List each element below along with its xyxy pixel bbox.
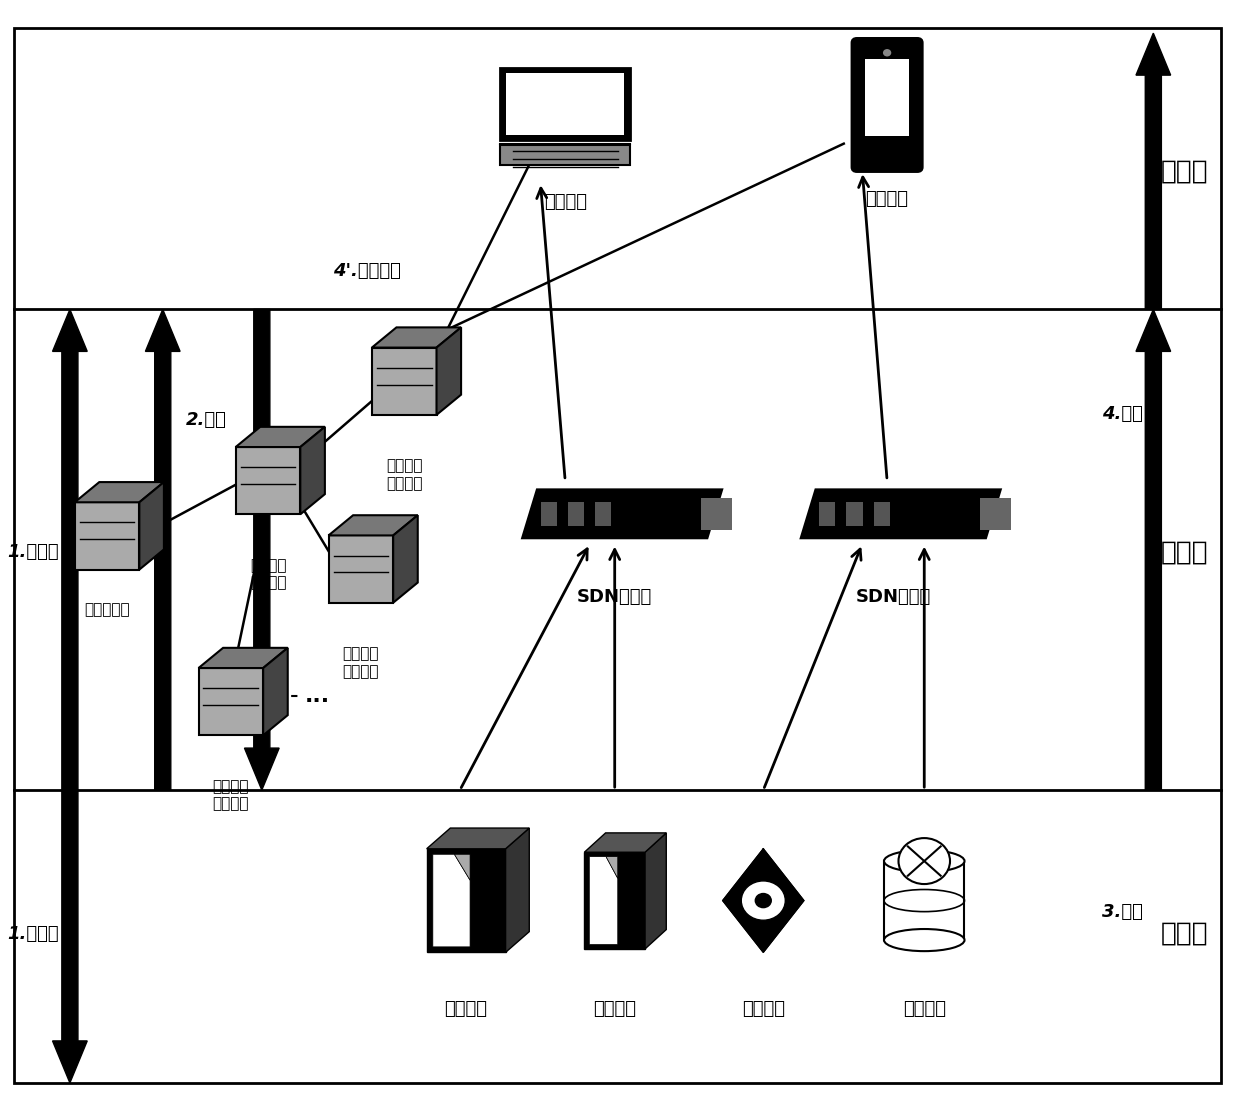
Polygon shape [427, 828, 529, 849]
FancyBboxPatch shape [500, 69, 630, 140]
Polygon shape [522, 490, 722, 538]
FancyBboxPatch shape [847, 502, 863, 526]
Polygon shape [454, 854, 470, 881]
Polygon shape [236, 448, 300, 514]
Text: 解密组件: 解密组件 [543, 193, 587, 211]
Polygon shape [236, 427, 325, 448]
FancyBboxPatch shape [595, 502, 611, 526]
FancyBboxPatch shape [866, 59, 909, 136]
FancyBboxPatch shape [884, 861, 965, 940]
Text: 二级局部
属性权威: 二级局部 属性权威 [386, 459, 423, 491]
FancyArrow shape [145, 309, 180, 790]
Text: 解密组件: 解密组件 [866, 190, 909, 208]
FancyBboxPatch shape [568, 502, 584, 526]
Polygon shape [645, 833, 666, 949]
Polygon shape [433, 854, 470, 947]
FancyArrow shape [1136, 309, 1171, 790]
Polygon shape [329, 536, 393, 602]
Polygon shape [329, 515, 418, 536]
FancyArrow shape [52, 790, 87, 1083]
Polygon shape [372, 327, 461, 348]
Polygon shape [584, 833, 666, 852]
Text: SDN控制器: SDN控制器 [856, 588, 931, 606]
FancyBboxPatch shape [541, 502, 557, 526]
FancyArrow shape [1136, 33, 1171, 309]
Text: 一级局部
属性权威: 一级局部 属性权威 [249, 558, 286, 590]
FancyArrow shape [244, 309, 279, 790]
Circle shape [883, 49, 892, 56]
Text: 控制层: 控制层 [1161, 539, 1208, 566]
Text: 1.初始化: 1.初始化 [7, 544, 58, 561]
Polygon shape [372, 348, 436, 414]
Text: 4'.私钥认证: 4'.私钥认证 [334, 262, 401, 280]
Circle shape [742, 881, 785, 920]
Polygon shape [436, 327, 461, 414]
FancyBboxPatch shape [820, 502, 836, 526]
Text: 加密组件: 加密组件 [903, 1000, 946, 1018]
Text: 一级局部
属性权威: 一级局部 属性权威 [212, 779, 249, 811]
Text: 1.初始化: 1.初始化 [7, 925, 58, 943]
Text: ...: ... [305, 686, 330, 706]
Text: 数据层: 数据层 [1161, 920, 1208, 947]
Polygon shape [606, 856, 618, 878]
Text: 2.授权: 2.授权 [186, 411, 227, 429]
Polygon shape [74, 482, 164, 503]
Polygon shape [139, 482, 164, 569]
Polygon shape [506, 828, 529, 953]
Circle shape [899, 838, 950, 884]
Text: SDN控制器: SDN控制器 [577, 588, 652, 606]
Text: 根属性权威: 根属性权威 [84, 602, 130, 618]
Circle shape [755, 893, 773, 908]
Polygon shape [263, 648, 288, 735]
Polygon shape [801, 490, 1001, 538]
Text: 加密组件: 加密组件 [742, 1000, 785, 1018]
FancyBboxPatch shape [701, 498, 732, 530]
Polygon shape [74, 503, 139, 569]
Polygon shape [393, 515, 418, 602]
Polygon shape [198, 648, 288, 669]
Ellipse shape [884, 929, 965, 951]
Text: 加密组件: 加密组件 [593, 1000, 636, 1018]
Text: 二级局部
属性权威: 二级局部 属性权威 [342, 646, 379, 678]
Text: 管理层: 管理层 [1161, 158, 1208, 185]
FancyBboxPatch shape [14, 28, 1221, 1083]
FancyBboxPatch shape [506, 73, 624, 135]
FancyBboxPatch shape [852, 39, 923, 171]
Ellipse shape [884, 850, 965, 872]
Polygon shape [723, 849, 804, 953]
FancyBboxPatch shape [980, 498, 1011, 530]
FancyBboxPatch shape [500, 145, 630, 165]
Polygon shape [300, 427, 325, 514]
Text: 3.加密: 3.加密 [1102, 903, 1143, 920]
Polygon shape [198, 669, 263, 735]
Polygon shape [584, 852, 645, 949]
Polygon shape [427, 849, 506, 953]
Text: 4.解密: 4.解密 [1102, 406, 1143, 423]
Polygon shape [589, 856, 618, 945]
Text: 加密组件: 加密组件 [445, 1000, 487, 1018]
FancyArrow shape [52, 309, 87, 790]
FancyBboxPatch shape [874, 502, 890, 526]
